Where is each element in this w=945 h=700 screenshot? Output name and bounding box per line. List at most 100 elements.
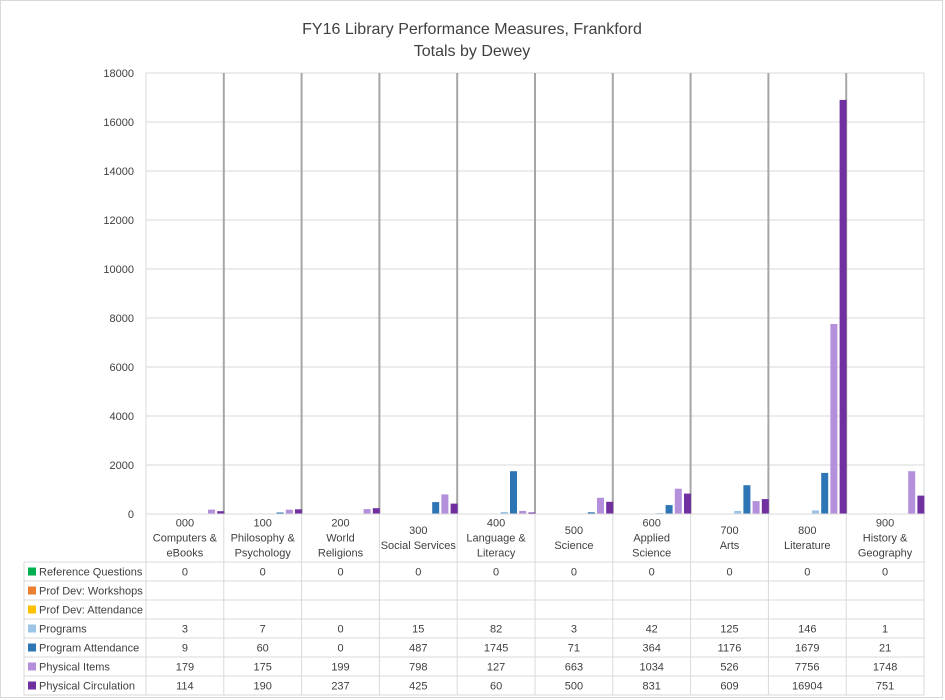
y-tick-label: 6000 xyxy=(110,362,134,374)
table-cell: 15 xyxy=(412,624,424,636)
table-cell: 7756 xyxy=(795,662,819,674)
legend-key xyxy=(28,567,36,576)
y-tick-label: 10000 xyxy=(103,264,134,276)
category-label: 500 xyxy=(565,525,583,537)
table-cell: 798 xyxy=(409,662,427,674)
bar xyxy=(908,471,916,514)
table-cell: 0 xyxy=(337,643,343,655)
bar xyxy=(752,501,760,514)
table-cell: 831 xyxy=(643,681,661,693)
y-tick-label: 0 xyxy=(128,509,134,521)
bar xyxy=(450,503,458,514)
table-cell: 0 xyxy=(182,567,188,579)
table-cell: 1034 xyxy=(639,662,663,674)
table-cell: 0 xyxy=(571,567,577,579)
table-cell: 3 xyxy=(571,624,577,636)
legend-key xyxy=(28,643,36,652)
category-label: Psychology xyxy=(235,548,292,560)
table-cell: 0 xyxy=(415,567,421,579)
bar xyxy=(519,510,527,514)
bar xyxy=(432,502,440,514)
table-cell: 7 xyxy=(260,624,266,636)
table-cell: 0 xyxy=(337,624,343,636)
category-label: History & xyxy=(863,533,908,545)
legend-label: Reference Questions xyxy=(39,567,143,579)
table-cell: 82 xyxy=(490,624,502,636)
category-label: Science xyxy=(554,540,593,552)
table-cell: 0 xyxy=(337,567,343,579)
bar xyxy=(839,99,847,515)
table-cell: 175 xyxy=(254,662,272,674)
category-label: Language & xyxy=(466,533,526,545)
table-cell: 127 xyxy=(487,662,505,674)
bar xyxy=(606,501,614,515)
table-cell: 237 xyxy=(331,681,349,693)
category-label: 000 xyxy=(176,518,194,530)
chart-title-line: Totals by Dewey xyxy=(414,43,531,60)
category-label: Arts xyxy=(720,540,740,552)
table-cell: 364 xyxy=(643,643,661,655)
table-cell: 0 xyxy=(726,567,732,579)
bars xyxy=(189,99,925,515)
category-label: 800 xyxy=(798,525,816,537)
legend-key xyxy=(28,605,36,614)
y-tick-label: 8000 xyxy=(110,313,134,325)
bar xyxy=(276,512,284,514)
y-axis-ticks: 0 2000 4000 6000 8000 10000 12000 14000 16000 180… xyxy=(103,68,134,521)
category-label: 600 xyxy=(643,518,661,530)
table-cell: 663 xyxy=(565,662,583,674)
category-label: 100 xyxy=(254,518,272,530)
category-label: Social Services xyxy=(381,540,457,552)
table-cell: 425 xyxy=(409,681,427,693)
table-cell: 16904 xyxy=(792,681,823,693)
bar xyxy=(285,509,293,514)
bar xyxy=(917,495,925,514)
legend-label: Program Attendance xyxy=(39,643,139,655)
legend-label: Prof Dev: Attendance xyxy=(39,605,143,617)
bar xyxy=(674,488,682,514)
table-cell: 487 xyxy=(409,643,427,655)
bar xyxy=(830,324,838,514)
bar xyxy=(665,505,673,514)
table-cell: 0 xyxy=(804,567,810,579)
legend-key xyxy=(28,624,36,633)
table-cell: 71 xyxy=(568,643,580,655)
bar xyxy=(734,510,742,514)
category-label: 400 xyxy=(487,518,505,530)
table-cell: 1748 xyxy=(873,662,897,674)
bar xyxy=(372,508,380,514)
table-cell: 3 xyxy=(182,624,188,636)
table-cell: 60 xyxy=(490,681,502,693)
table-cell: 125 xyxy=(720,624,738,636)
bar xyxy=(821,472,829,514)
table-cell: 179 xyxy=(176,662,194,674)
table-cell: 1745 xyxy=(484,643,508,655)
table-cell: 1176 xyxy=(718,643,742,655)
category-label: eBooks xyxy=(167,548,204,560)
table-cell: 190 xyxy=(254,681,272,693)
bar xyxy=(510,471,517,514)
table-cell: 114 xyxy=(176,681,194,693)
table-cell: 42 xyxy=(646,624,658,636)
table-cell: 500 xyxy=(565,681,583,693)
category-label: 900 xyxy=(876,518,894,530)
table-cell: 9 xyxy=(182,643,188,655)
table-cell: 60 xyxy=(257,643,269,655)
category-label: 200 xyxy=(331,518,349,530)
chart-title-line: FY16 Library Performance Measures, Frank… xyxy=(302,21,642,38)
bar xyxy=(363,509,371,514)
table-cell: 526 xyxy=(720,662,738,674)
bar xyxy=(441,494,449,514)
bar xyxy=(500,512,508,514)
bar xyxy=(587,512,595,514)
table-cell: 609 xyxy=(720,681,738,693)
category-label: World xyxy=(326,533,355,545)
category-label: Philosophy & xyxy=(231,533,296,545)
category-label: Applied xyxy=(633,533,670,545)
y-tick-label: 4000 xyxy=(110,411,134,423)
bar xyxy=(684,493,691,514)
legend-key xyxy=(28,662,36,671)
